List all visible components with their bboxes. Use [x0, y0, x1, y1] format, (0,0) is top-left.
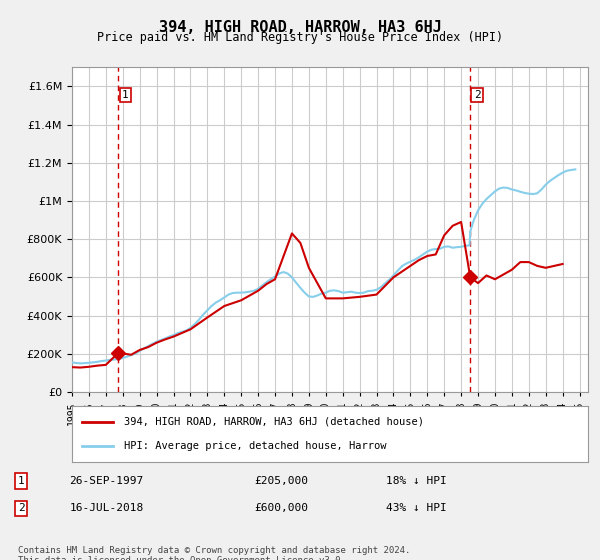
Text: 2: 2	[473, 90, 481, 100]
Text: 1: 1	[122, 90, 128, 100]
Text: Price paid vs. HM Land Registry's House Price Index (HPI): Price paid vs. HM Land Registry's House …	[97, 31, 503, 44]
Text: 43% ↓ HPI: 43% ↓ HPI	[386, 503, 447, 514]
Text: 26-SEP-1997: 26-SEP-1997	[70, 476, 144, 486]
Text: 2: 2	[18, 503, 25, 514]
Text: 16-JUL-2018: 16-JUL-2018	[70, 503, 144, 514]
Text: £205,000: £205,000	[254, 476, 308, 486]
Text: 1: 1	[18, 476, 25, 486]
Text: Contains HM Land Registry data © Crown copyright and database right 2024.
This d: Contains HM Land Registry data © Crown c…	[18, 546, 410, 560]
Text: £600,000: £600,000	[254, 503, 308, 514]
Text: 394, HIGH ROAD, HARROW, HA3 6HJ (detached house): 394, HIGH ROAD, HARROW, HA3 6HJ (detache…	[124, 417, 424, 427]
Text: 394, HIGH ROAD, HARROW, HA3 6HJ: 394, HIGH ROAD, HARROW, HA3 6HJ	[158, 20, 442, 35]
Text: HPI: Average price, detached house, Harrow: HPI: Average price, detached house, Harr…	[124, 441, 386, 451]
Text: 18% ↓ HPI: 18% ↓ HPI	[386, 476, 447, 486]
